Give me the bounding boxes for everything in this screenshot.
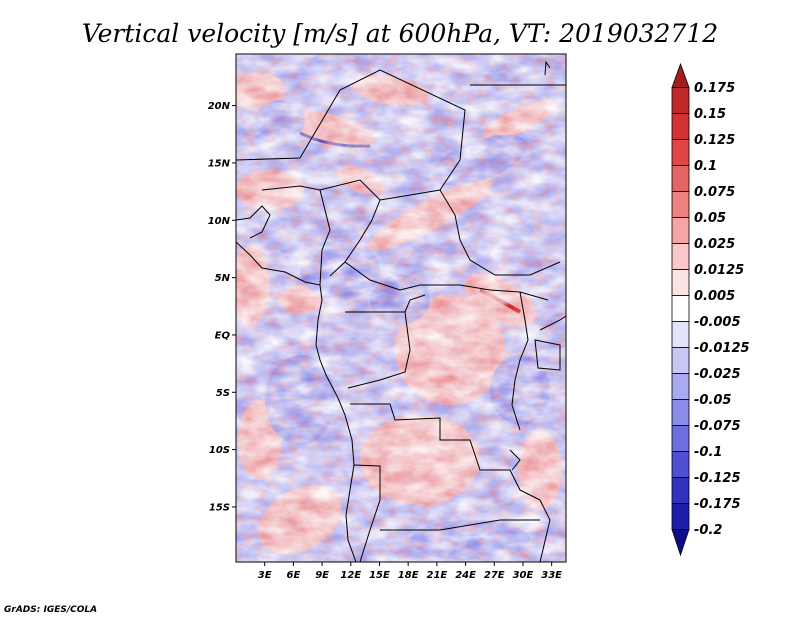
vertical-velocity-field [236,54,566,562]
colorbar-label: 0.075 [694,185,735,200]
lon-tick-label: 12E [340,570,361,581]
lon-tick-label: 33E [541,570,562,581]
coastline [236,241,357,562]
lat-tick-label: 15S [209,502,230,513]
colorbar-label: -0.125 [694,471,741,486]
colorbar-label: -0.075 [694,419,741,434]
latitude-axis: 20N 15N 10N 5N EQ 5S 10S 15S [208,101,236,513]
colorbar-label: 0.005 [694,289,735,304]
colorbar: 0.175 0.15 0.125 0.1 0.075 0.05 0.025 0.0125 0.0… [671,62,750,557]
colorbar-bin [671,295,690,322]
lon-tick-label: 27E [484,570,505,581]
colorbar-bin [671,62,690,88]
colorbar-bin [671,373,690,400]
colorbar-label: 0.1 [694,159,717,174]
colorbar-label: -0.005 [694,315,741,330]
lat-tick-label: 5S [216,388,230,399]
colorbar-bin [671,87,690,114]
colorbar-label: -0.0125 [694,341,750,356]
colorbar-bin [671,477,690,504]
colorbar-bin [671,503,690,530]
country-borders [236,60,566,562]
colorbar-bin [671,191,690,218]
grads-credit: GrADS: IGES/COLA [4,605,97,615]
colorbar-label: 0.025 [694,237,735,252]
lon-tick-label: 18E [398,570,419,581]
lon-tick-label: 3E [258,570,272,581]
lon-tick-label: 9E [315,570,329,581]
colorbar-bin [671,347,690,374]
colorbar-bin [671,269,690,296]
colorbar-label: -0.05 [694,393,731,408]
colorbar-label: -0.2 [694,523,722,538]
lat-tick-label: 10N [208,216,231,227]
colorbar-bin [671,139,690,166]
lat-tick-label: EQ [215,330,231,341]
colorbar-bin [671,165,690,192]
colorbar-label: 0.05 [694,211,726,226]
lon-tick-label: 6E [286,570,300,581]
colorbar-bin [671,321,690,348]
colorbar-label: 0.125 [694,133,735,148]
colorbar-bin [671,425,690,452]
colorbar-label: 0.0125 [694,263,744,278]
lat-tick-label: 15N [208,158,231,169]
colorbar-label: -0.1 [694,445,722,460]
colorbar-bin [671,113,690,140]
lat-tick-label: 5N [215,273,231,284]
colorbar-label: -0.175 [694,497,741,512]
lon-tick-label: 15E [369,570,390,581]
map-title: Vertical velocity [m/s] at 600hPa, VT: 2… [82,19,718,48]
lat-tick-label: 20N [208,101,231,112]
colorbar-label: 0.15 [694,107,726,122]
colorbar-bin [671,243,690,270]
colorbar-label: 0.175 [694,81,735,96]
colorbar-bin [671,529,690,557]
lat-tick-label: 10S [209,445,230,456]
colorbar-label: -0.025 [694,367,741,382]
lon-tick-label: 24E [455,570,476,581]
longitude-axis: 3E 6E 9E 12E 15E 18E 21E 24E 27E 30E 33E [258,562,562,581]
lon-tick-label: 30E [513,570,534,581]
lon-tick-label: 21E [426,570,447,581]
colorbar-bin [671,217,690,244]
colorbar-bin [671,399,690,426]
colorbar-bin [671,451,690,478]
map-frame [235,53,567,563]
